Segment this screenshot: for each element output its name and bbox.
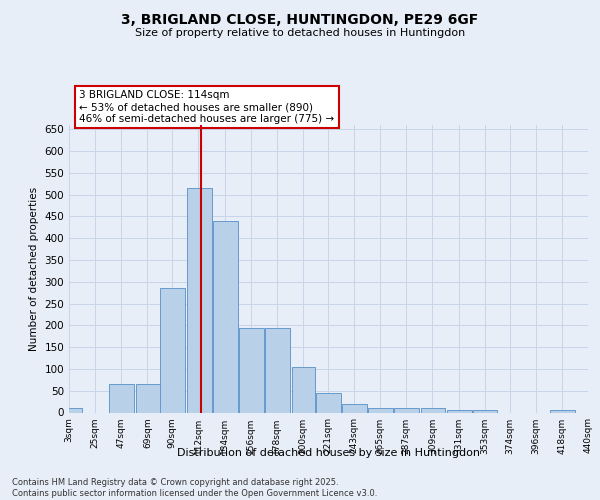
Text: 3, BRIGLAND CLOSE, HUNTINGDON, PE29 6GF: 3, BRIGLAND CLOSE, HUNTINGDON, PE29 6GF xyxy=(121,12,479,26)
Bar xyxy=(265,328,290,412)
Bar xyxy=(446,410,472,412)
Bar xyxy=(394,408,419,412)
Bar xyxy=(160,288,185,412)
Bar xyxy=(368,408,393,412)
Text: 3 BRIGLAND CLOSE: 114sqm
← 53% of detached houses are smaller (890)
46% of semi-: 3 BRIGLAND CLOSE: 114sqm ← 53% of detach… xyxy=(79,90,335,124)
Text: Size of property relative to detached houses in Huntingdon: Size of property relative to detached ho… xyxy=(135,28,465,38)
Bar xyxy=(239,328,264,412)
Bar xyxy=(421,408,445,412)
Bar xyxy=(213,221,238,412)
Text: Distribution of detached houses by size in Huntingdon: Distribution of detached houses by size … xyxy=(178,448,481,458)
Bar xyxy=(136,384,160,412)
Bar xyxy=(550,410,575,412)
Bar xyxy=(342,404,367,412)
Bar xyxy=(473,410,497,412)
Y-axis label: Number of detached properties: Number of detached properties xyxy=(29,186,39,351)
Bar xyxy=(292,367,316,412)
Bar xyxy=(187,188,212,412)
Bar xyxy=(57,408,82,412)
Text: Contains HM Land Registry data © Crown copyright and database right 2025.
Contai: Contains HM Land Registry data © Crown c… xyxy=(12,478,377,498)
Bar xyxy=(316,393,341,412)
Bar xyxy=(109,384,134,412)
